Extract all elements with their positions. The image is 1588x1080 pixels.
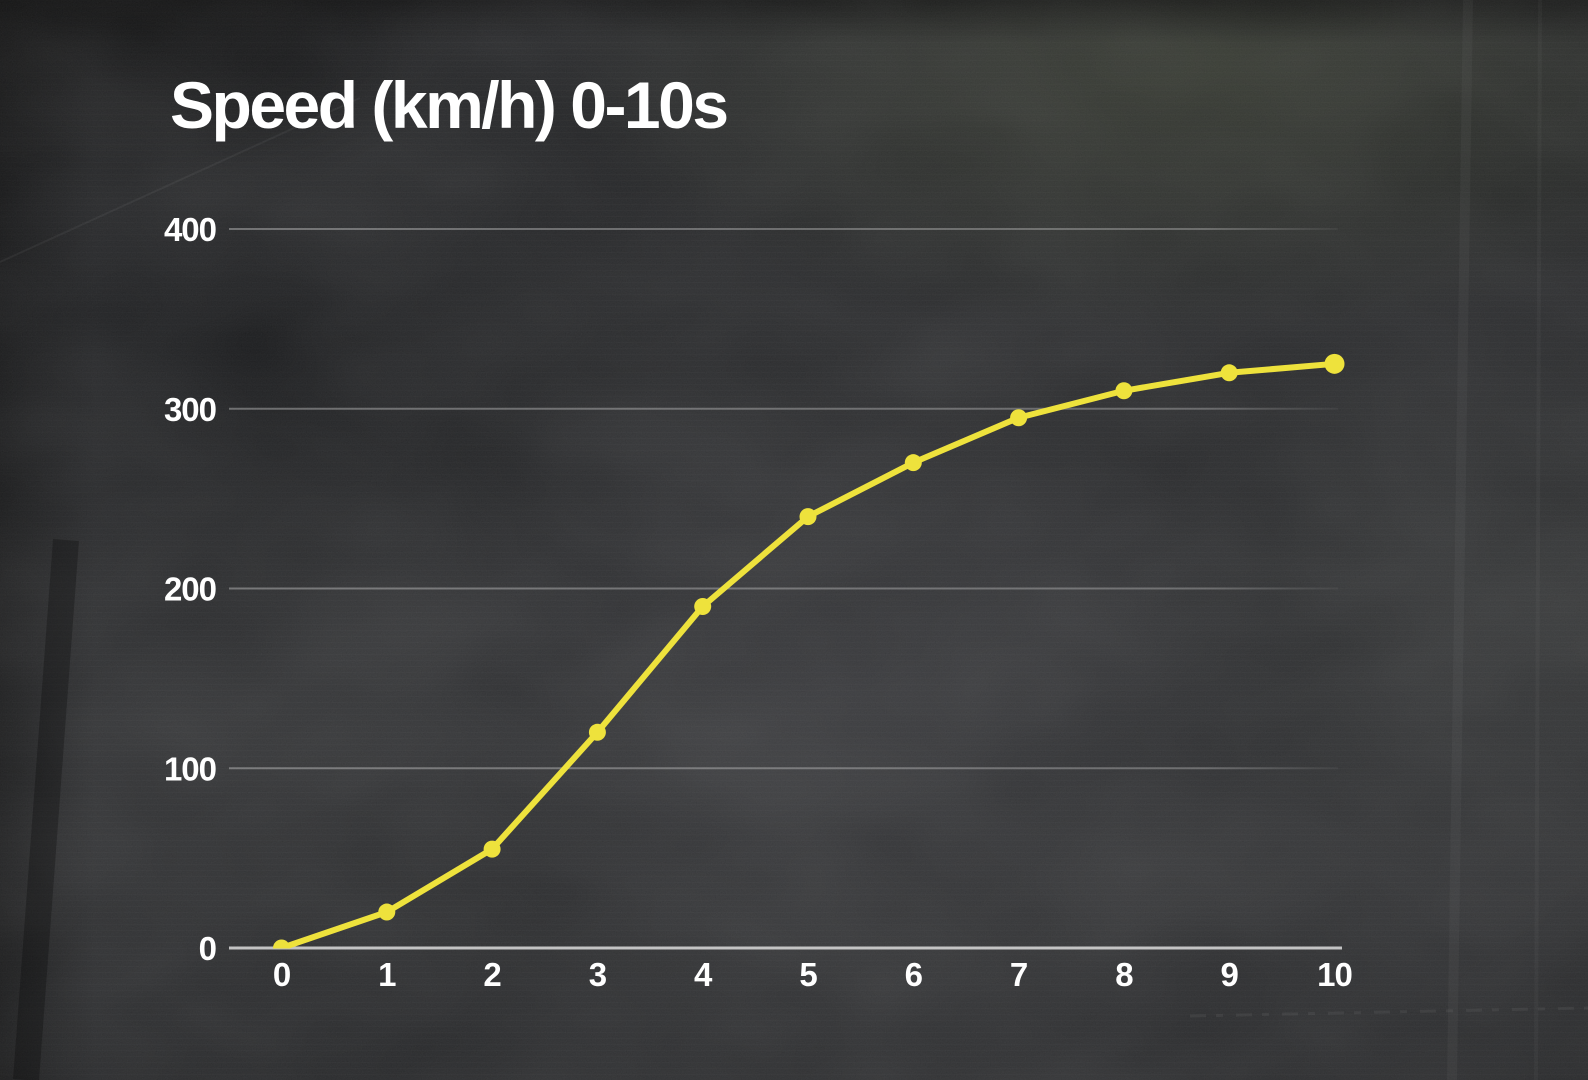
y-tick-label: 300 [164, 391, 216, 428]
gridline [229, 767, 1338, 770]
x-tick-label: 5 [799, 956, 817, 993]
data-point [588, 723, 606, 741]
gridline [229, 407, 1338, 410]
y-tick-label: 0 [199, 930, 216, 967]
data-point [1115, 382, 1133, 400]
x-tick-label: 0 [273, 956, 290, 993]
data-point [904, 454, 922, 472]
x-axis-line [229, 946, 1342, 950]
scratch-line [1189, 1006, 1588, 1018]
gridline [229, 587, 1338, 590]
x-tick-label: 3 [589, 956, 607, 993]
scratch-line [0, 97, 361, 263]
data-point [1324, 353, 1345, 374]
y-tick-label: 400 [164, 211, 216, 248]
x-tick-label: 2 [483, 956, 501, 993]
data-point [1010, 409, 1028, 427]
data-point [378, 903, 396, 921]
x-tick-label: 7 [1010, 956, 1027, 993]
data-point [483, 840, 501, 858]
gridlines [229, 228, 1342, 950]
data-point [799, 508, 817, 526]
x-tick-label: 8 [1115, 956, 1133, 993]
data-point [1220, 364, 1238, 382]
x-tick-label: 6 [905, 956, 923, 993]
dark-streak [13, 539, 79, 1080]
speed-line [278, 360, 1338, 949]
y-tick-label: 100 [164, 750, 216, 787]
x-tick-label: 9 [1221, 956, 1239, 993]
data-point [273, 939, 290, 949]
speed-series [273, 353, 1345, 949]
y-axis-labels: 0 100 200 300 400 [164, 211, 217, 967]
x-tick-label: 10 [1317, 956, 1352, 993]
x-axis-labels: 0 1 2 3 4 5 6 7 8 9 10 [273, 956, 1353, 993]
x-tick-label: 1 [378, 956, 396, 993]
y-tick-label: 200 [164, 571, 216, 608]
chart-title: Speed (km/h) 0-10s [170, 68, 729, 142]
x-tick-label: 4 [694, 956, 713, 993]
gridline [229, 228, 1338, 230]
data-point [694, 597, 712, 615]
